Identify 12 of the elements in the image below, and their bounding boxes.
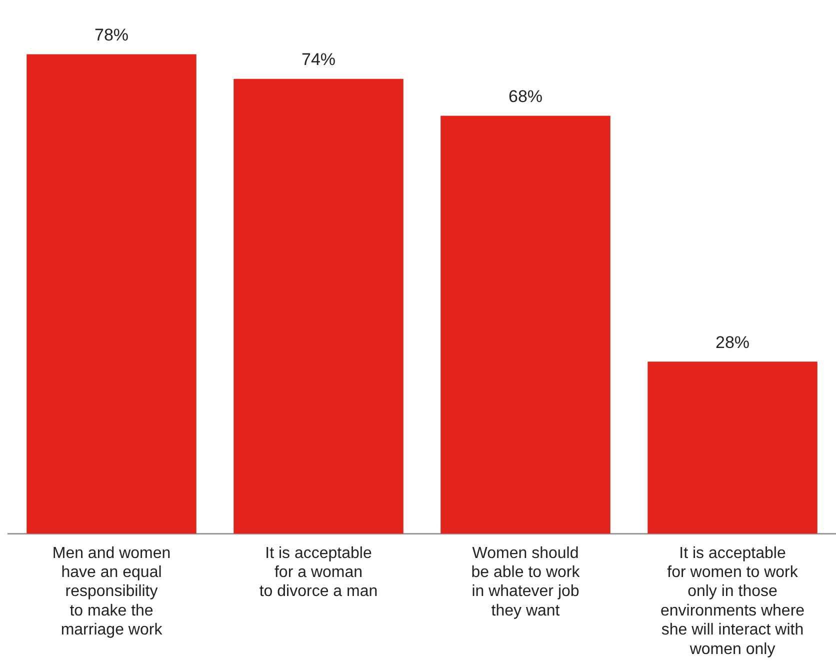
bar	[440, 116, 610, 534]
bar	[234, 78, 404, 534]
x-tick-label: Men and women have an equal responsibility to make the marriage work	[52, 544, 171, 639]
data-label: 68%	[508, 86, 543, 106]
x-tick-label: It is acceptable for women to work only in those environments where she will interact with women only	[660, 544, 805, 658]
data-label: 28%	[715, 332, 750, 352]
bar	[26, 54, 196, 534]
data-label: 78%	[94, 25, 129, 44]
data-label: 74%	[301, 50, 336, 70]
x-tick-label: Women should be able to work in whatever job they want	[471, 544, 581, 620]
x-tick-label: It is acceptable for a woman to divorce a man	[259, 544, 378, 600]
bar	[648, 362, 818, 534]
